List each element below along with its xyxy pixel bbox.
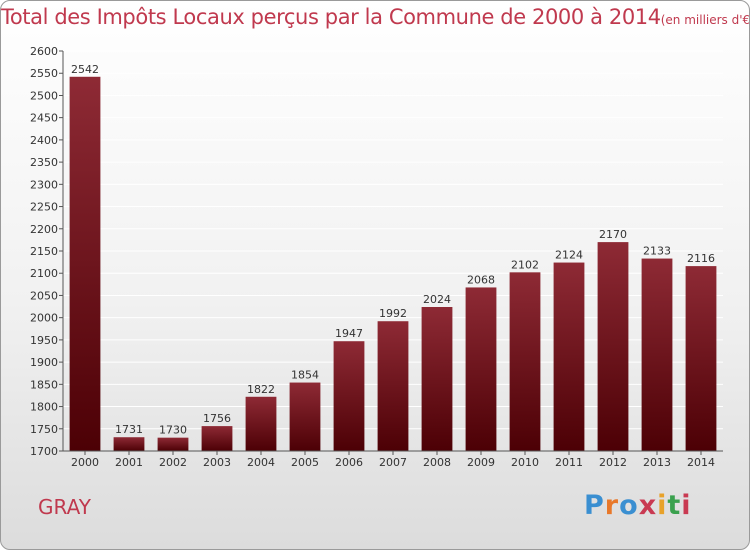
logo-letter: x [638,490,658,521]
bar-2002[interactable] [157,437,189,451]
bar-2000[interactable] [69,76,101,452]
x-tick-label-2005: 2005 [291,456,319,469]
x-tick-label-2000: 2000 [71,456,99,469]
y-tick-label: 2150 [30,245,58,258]
value-label-2014: 2116 [687,252,715,265]
y-tick-label: 2250 [30,201,58,214]
bar-2006[interactable] [333,341,365,451]
y-tick-label: 2100 [30,267,58,280]
y-tick-label: 2500 [30,89,58,102]
x-tick-label-2012: 2012 [599,456,627,469]
x-tick-label-2013: 2013 [643,456,671,469]
bar-2010[interactable] [509,272,541,451]
value-label-2010: 2102 [511,258,539,271]
logo-letter: P [584,490,605,521]
logo-letter: i [657,490,668,521]
y-tick-label: 1900 [30,356,58,369]
y-tick-label: 1700 [30,445,58,458]
y-tick-label: 2450 [30,112,58,125]
x-tick-label-2011: 2011 [555,456,583,469]
y-tick-label: 2400 [30,134,58,147]
value-label-2003: 1756 [203,412,231,425]
bar-2004[interactable] [245,396,277,451]
value-label-2005: 1854 [291,369,319,382]
x-tick-label-2003: 2003 [203,456,231,469]
x-tick-label-2008: 2008 [423,456,451,469]
bar-2005[interactable] [289,382,321,451]
logo-letter: o [619,490,639,521]
value-label-2008: 2024 [423,293,451,306]
y-tick-label: 2000 [30,312,58,325]
bar-2011[interactable] [553,262,585,451]
x-tick-label-2004: 2004 [247,456,275,469]
value-label-2001: 1731 [115,423,143,436]
y-tick-label: 2050 [30,289,58,302]
bar-2007[interactable] [377,321,409,451]
value-label-2013: 2133 [643,245,671,258]
value-label-2007: 1992 [379,307,407,320]
x-tick-label-2002: 2002 [159,456,187,469]
y-tick-label: 1800 [30,401,58,414]
value-label-2009: 2068 [467,273,495,286]
commune-name: GRAY [38,495,91,519]
value-label-2000: 2542 [71,63,99,76]
value-label-2012: 2170 [599,228,627,241]
value-label-2011: 2124 [555,249,583,262]
bar-2003[interactable] [201,426,233,451]
value-label-2002: 1730 [159,424,187,437]
bar-2013[interactable] [641,258,673,451]
bar-2008[interactable] [421,307,453,451]
y-tick-label: 2200 [30,223,58,236]
logo-letter: t [667,490,682,521]
bar-2001[interactable] [113,437,145,451]
y-tick-label: 2350 [30,156,58,169]
value-label-2006: 1947 [335,327,363,340]
bar-2014[interactable] [685,266,717,451]
proxiti-logo[interactable]: Proxiti [584,490,692,521]
y-tick-label: 2300 [30,178,58,191]
logo-letter: i [681,490,692,521]
x-tick-label-2010: 2010 [511,456,539,469]
bar-2009[interactable] [465,287,497,451]
bar-2012[interactable] [597,242,629,451]
y-tick-label: 1850 [30,378,58,391]
x-tick-label-2007: 2007 [379,456,407,469]
chart-title: Total des Impôts Locaux perçus par la Co… [1,5,661,29]
y-tick-label: 1950 [30,334,58,347]
x-tick-label-2014: 2014 [687,456,715,469]
x-tick-label-2009: 2009 [467,456,495,469]
y-tick-label: 2600 [30,45,58,58]
x-tick-label-2001: 2001 [115,456,143,469]
logo-letter: r [604,490,620,521]
chart-header: Total des Impôts Locaux perçus par la Co… [1,5,750,29]
x-tick-label-2006: 2006 [335,456,363,469]
value-label-2004: 1822 [247,383,275,396]
y-tick-label: 1750 [30,423,58,436]
y-tick-label: 2550 [30,67,58,80]
chart-unit: (en milliers d'€) [660,13,750,27]
